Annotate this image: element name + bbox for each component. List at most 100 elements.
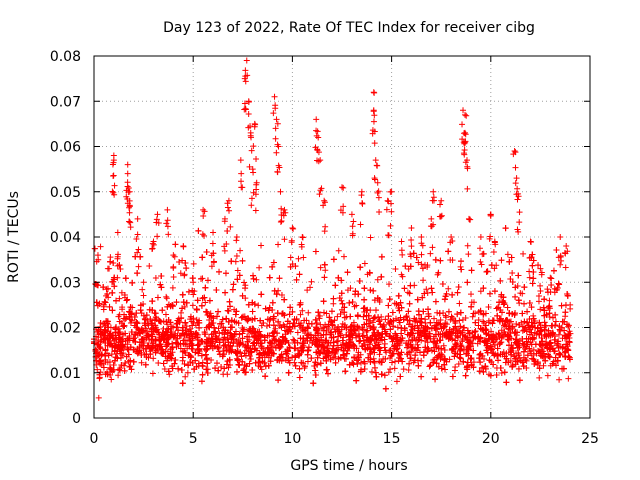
data-point bbox=[212, 365, 219, 372]
data-point bbox=[449, 373, 456, 380]
data-point bbox=[336, 294, 343, 301]
data-point bbox=[220, 347, 227, 354]
data-point bbox=[121, 367, 128, 374]
data-point bbox=[177, 270, 184, 277]
data-point bbox=[178, 309, 185, 316]
data-point bbox=[138, 359, 145, 366]
data-point bbox=[377, 337, 384, 344]
data-point bbox=[287, 254, 294, 261]
data-point bbox=[491, 288, 498, 295]
data-point bbox=[565, 375, 572, 382]
data-point bbox=[94, 341, 101, 348]
data-point bbox=[226, 362, 233, 369]
data-point bbox=[490, 350, 497, 357]
data-point bbox=[390, 323, 397, 330]
data-point bbox=[312, 372, 319, 379]
data-point bbox=[535, 292, 542, 299]
data-point bbox=[529, 251, 536, 258]
data-point bbox=[339, 320, 346, 327]
data-point bbox=[215, 325, 222, 332]
data-point bbox=[304, 287, 311, 294]
data-point bbox=[263, 351, 270, 358]
data-point bbox=[225, 308, 232, 315]
data-point bbox=[556, 376, 563, 383]
data-point bbox=[497, 277, 504, 284]
data-point bbox=[279, 354, 286, 361]
data-point bbox=[408, 330, 415, 337]
data-point bbox=[357, 264, 364, 271]
data-point bbox=[372, 336, 379, 343]
data-point bbox=[480, 311, 487, 318]
data-point bbox=[463, 346, 470, 353]
data-point bbox=[178, 366, 185, 373]
data-point bbox=[337, 332, 344, 339]
data-point bbox=[262, 373, 269, 380]
data-point bbox=[557, 327, 564, 334]
data-point bbox=[393, 336, 400, 343]
data-point bbox=[361, 285, 368, 292]
data-point bbox=[318, 336, 325, 343]
data-point bbox=[530, 346, 537, 353]
data-point bbox=[138, 351, 145, 358]
data-point bbox=[418, 315, 425, 322]
data-point bbox=[123, 297, 130, 304]
data-point bbox=[294, 329, 301, 336]
data-point bbox=[304, 358, 311, 365]
data-point bbox=[357, 368, 364, 375]
data-point bbox=[486, 290, 493, 297]
data-point bbox=[483, 347, 490, 354]
data-point bbox=[382, 385, 389, 392]
data-point bbox=[317, 264, 324, 271]
data-point bbox=[541, 326, 548, 333]
data-point bbox=[537, 306, 544, 313]
data-point bbox=[270, 350, 277, 357]
data-point bbox=[261, 334, 268, 341]
data-point bbox=[543, 333, 550, 340]
data-point bbox=[314, 354, 321, 361]
data-point bbox=[114, 355, 121, 362]
data-point bbox=[494, 352, 501, 359]
data-point bbox=[442, 320, 449, 327]
data-point bbox=[216, 330, 223, 337]
data-point bbox=[475, 317, 482, 324]
data-point bbox=[237, 247, 244, 254]
data-point bbox=[296, 351, 303, 358]
data-point bbox=[341, 304, 348, 311]
data-point bbox=[552, 318, 559, 325]
data-point bbox=[442, 355, 449, 362]
data-point bbox=[430, 359, 437, 366]
data-point bbox=[179, 354, 186, 361]
data-point bbox=[375, 341, 382, 348]
data-point bbox=[312, 367, 319, 374]
data-point bbox=[304, 332, 311, 339]
data-point bbox=[129, 279, 136, 286]
data-point bbox=[414, 341, 421, 348]
data-point bbox=[379, 324, 386, 331]
data-point bbox=[185, 362, 192, 369]
data-point bbox=[381, 336, 388, 343]
data-point bbox=[149, 298, 156, 305]
data-point bbox=[420, 277, 427, 284]
data-point bbox=[199, 338, 206, 345]
data-point bbox=[494, 312, 501, 319]
data-point bbox=[262, 305, 269, 312]
data-point bbox=[251, 315, 258, 322]
data-point bbox=[543, 341, 550, 348]
data-point bbox=[322, 267, 329, 274]
data-point bbox=[127, 357, 134, 364]
data-point bbox=[204, 370, 211, 377]
data-point bbox=[480, 368, 487, 375]
data-point bbox=[477, 288, 484, 295]
data-point bbox=[160, 349, 167, 356]
data-point bbox=[530, 334, 537, 341]
data-point bbox=[413, 317, 420, 324]
data-point bbox=[168, 323, 175, 330]
data-point bbox=[182, 260, 189, 267]
data-point bbox=[339, 341, 346, 348]
data-point bbox=[381, 372, 388, 379]
data-point bbox=[552, 354, 559, 361]
data-point bbox=[236, 331, 243, 338]
data-point bbox=[427, 319, 434, 326]
data-point bbox=[261, 359, 268, 366]
data-point bbox=[227, 303, 234, 310]
